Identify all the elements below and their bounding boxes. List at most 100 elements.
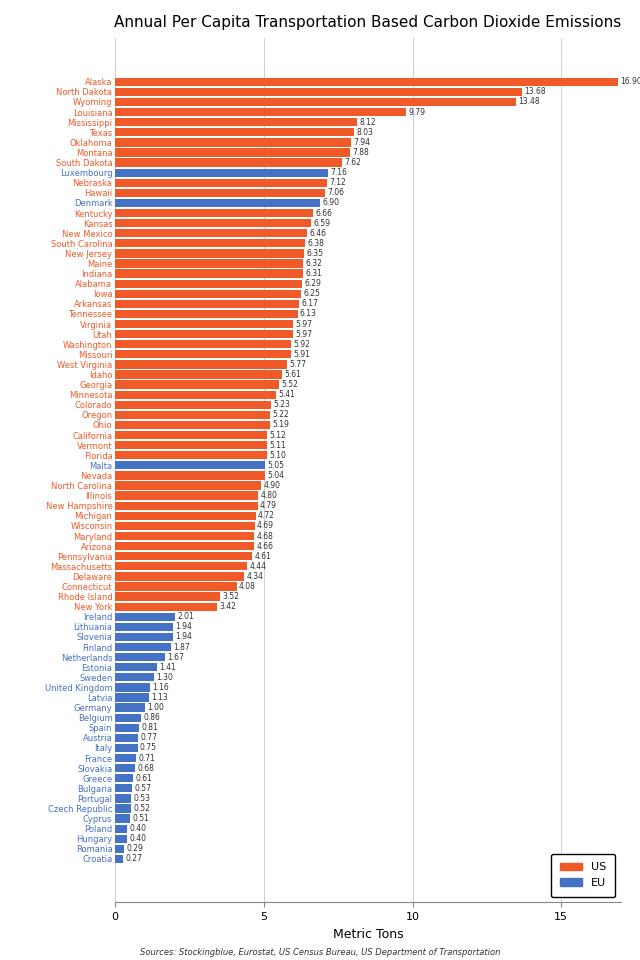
Bar (115, 592, 220, 601)
Text: 5.11: 5.11 (269, 441, 286, 449)
Text: 6.35: 6.35 (307, 249, 323, 258)
Bar (115, 330, 292, 338)
Bar (115, 663, 157, 671)
Text: 0.40: 0.40 (129, 825, 147, 833)
Text: 4.80: 4.80 (260, 492, 277, 500)
Text: 0.75: 0.75 (140, 743, 157, 753)
Text: 1.00: 1.00 (147, 703, 164, 712)
Bar (115, 371, 282, 378)
Bar (115, 149, 349, 156)
Text: 4.34: 4.34 (246, 572, 264, 581)
Text: 5.61: 5.61 (284, 370, 301, 379)
Bar (115, 684, 150, 691)
Text: 6.17: 6.17 (301, 300, 318, 308)
Bar (115, 87, 522, 96)
X-axis label: Metric Tons: Metric Tons (333, 927, 403, 941)
Text: 7.62: 7.62 (344, 158, 361, 167)
Text: 0.57: 0.57 (134, 783, 152, 793)
Bar (115, 360, 287, 369)
Bar (115, 471, 265, 480)
Text: 8.03: 8.03 (356, 128, 373, 136)
Text: 0.27: 0.27 (125, 854, 143, 863)
Text: 5.12: 5.12 (270, 431, 287, 440)
Bar (115, 834, 127, 843)
Bar (115, 481, 261, 490)
Bar (115, 340, 291, 348)
Text: 1.16: 1.16 (152, 683, 169, 692)
Bar (115, 108, 406, 116)
Text: 5.10: 5.10 (269, 451, 286, 460)
Bar (115, 583, 237, 590)
Text: 7.06: 7.06 (328, 188, 344, 198)
Text: 1.87: 1.87 (173, 642, 190, 652)
Text: 0.29: 0.29 (126, 845, 143, 853)
Bar (115, 612, 175, 621)
Bar (115, 189, 325, 197)
Bar (115, 259, 303, 268)
Bar (115, 623, 173, 631)
Bar (115, 704, 145, 711)
Text: 0.40: 0.40 (129, 834, 147, 843)
Text: 1.30: 1.30 (156, 673, 173, 682)
Bar (115, 128, 354, 136)
Text: 1.13: 1.13 (151, 693, 168, 702)
Bar (115, 270, 303, 277)
Text: 7.88: 7.88 (352, 148, 369, 157)
Bar (115, 300, 299, 308)
Text: 5.19: 5.19 (272, 420, 289, 429)
Bar (115, 653, 165, 661)
Bar (115, 451, 267, 460)
Bar (115, 814, 131, 823)
Bar (115, 522, 255, 530)
Bar (115, 854, 124, 863)
Text: 6.59: 6.59 (314, 219, 331, 228)
Bar (115, 461, 266, 469)
Text: 4.69: 4.69 (257, 521, 274, 531)
Bar (115, 552, 252, 561)
Bar (115, 845, 124, 853)
Bar (115, 98, 516, 107)
Text: 4.79: 4.79 (260, 501, 277, 510)
Bar (115, 158, 342, 167)
Text: 4.68: 4.68 (257, 532, 274, 540)
Bar (115, 209, 313, 217)
Text: 6.46: 6.46 (310, 228, 326, 238)
Bar (115, 744, 138, 752)
Bar (115, 774, 133, 782)
Text: 7.94: 7.94 (354, 138, 371, 147)
Text: 1.94: 1.94 (175, 622, 192, 632)
Bar (115, 733, 138, 742)
Text: 1.41: 1.41 (159, 662, 176, 672)
Bar (115, 784, 132, 792)
Bar (115, 693, 149, 702)
Text: 4.08: 4.08 (239, 582, 256, 591)
Text: 2.01: 2.01 (177, 612, 194, 621)
Text: 7.12: 7.12 (330, 179, 346, 187)
Bar (115, 279, 302, 288)
Bar (115, 633, 173, 641)
Text: 6.90: 6.90 (323, 199, 340, 207)
Bar (115, 411, 271, 419)
Text: 6.32: 6.32 (305, 259, 323, 268)
Text: 0.53: 0.53 (133, 794, 150, 803)
Bar (115, 713, 141, 722)
Text: 6.38: 6.38 (307, 239, 324, 248)
Legend: US, EU: US, EU (551, 853, 615, 897)
Text: 4.66: 4.66 (256, 541, 273, 551)
Bar (115, 350, 291, 358)
Text: 13.48: 13.48 (518, 98, 540, 107)
Text: 5.97: 5.97 (295, 320, 312, 328)
Text: 6.31: 6.31 (305, 269, 322, 278)
Bar (115, 138, 351, 147)
Bar (115, 219, 311, 228)
Bar (115, 643, 171, 651)
Bar (115, 250, 304, 257)
Bar (115, 431, 268, 440)
Bar (115, 320, 292, 328)
Text: 5.41: 5.41 (278, 390, 295, 399)
Text: 5.77: 5.77 (289, 360, 306, 369)
Text: 1.94: 1.94 (175, 633, 192, 641)
Text: 5.23: 5.23 (273, 400, 290, 409)
Bar (115, 492, 258, 500)
Bar (115, 441, 267, 449)
